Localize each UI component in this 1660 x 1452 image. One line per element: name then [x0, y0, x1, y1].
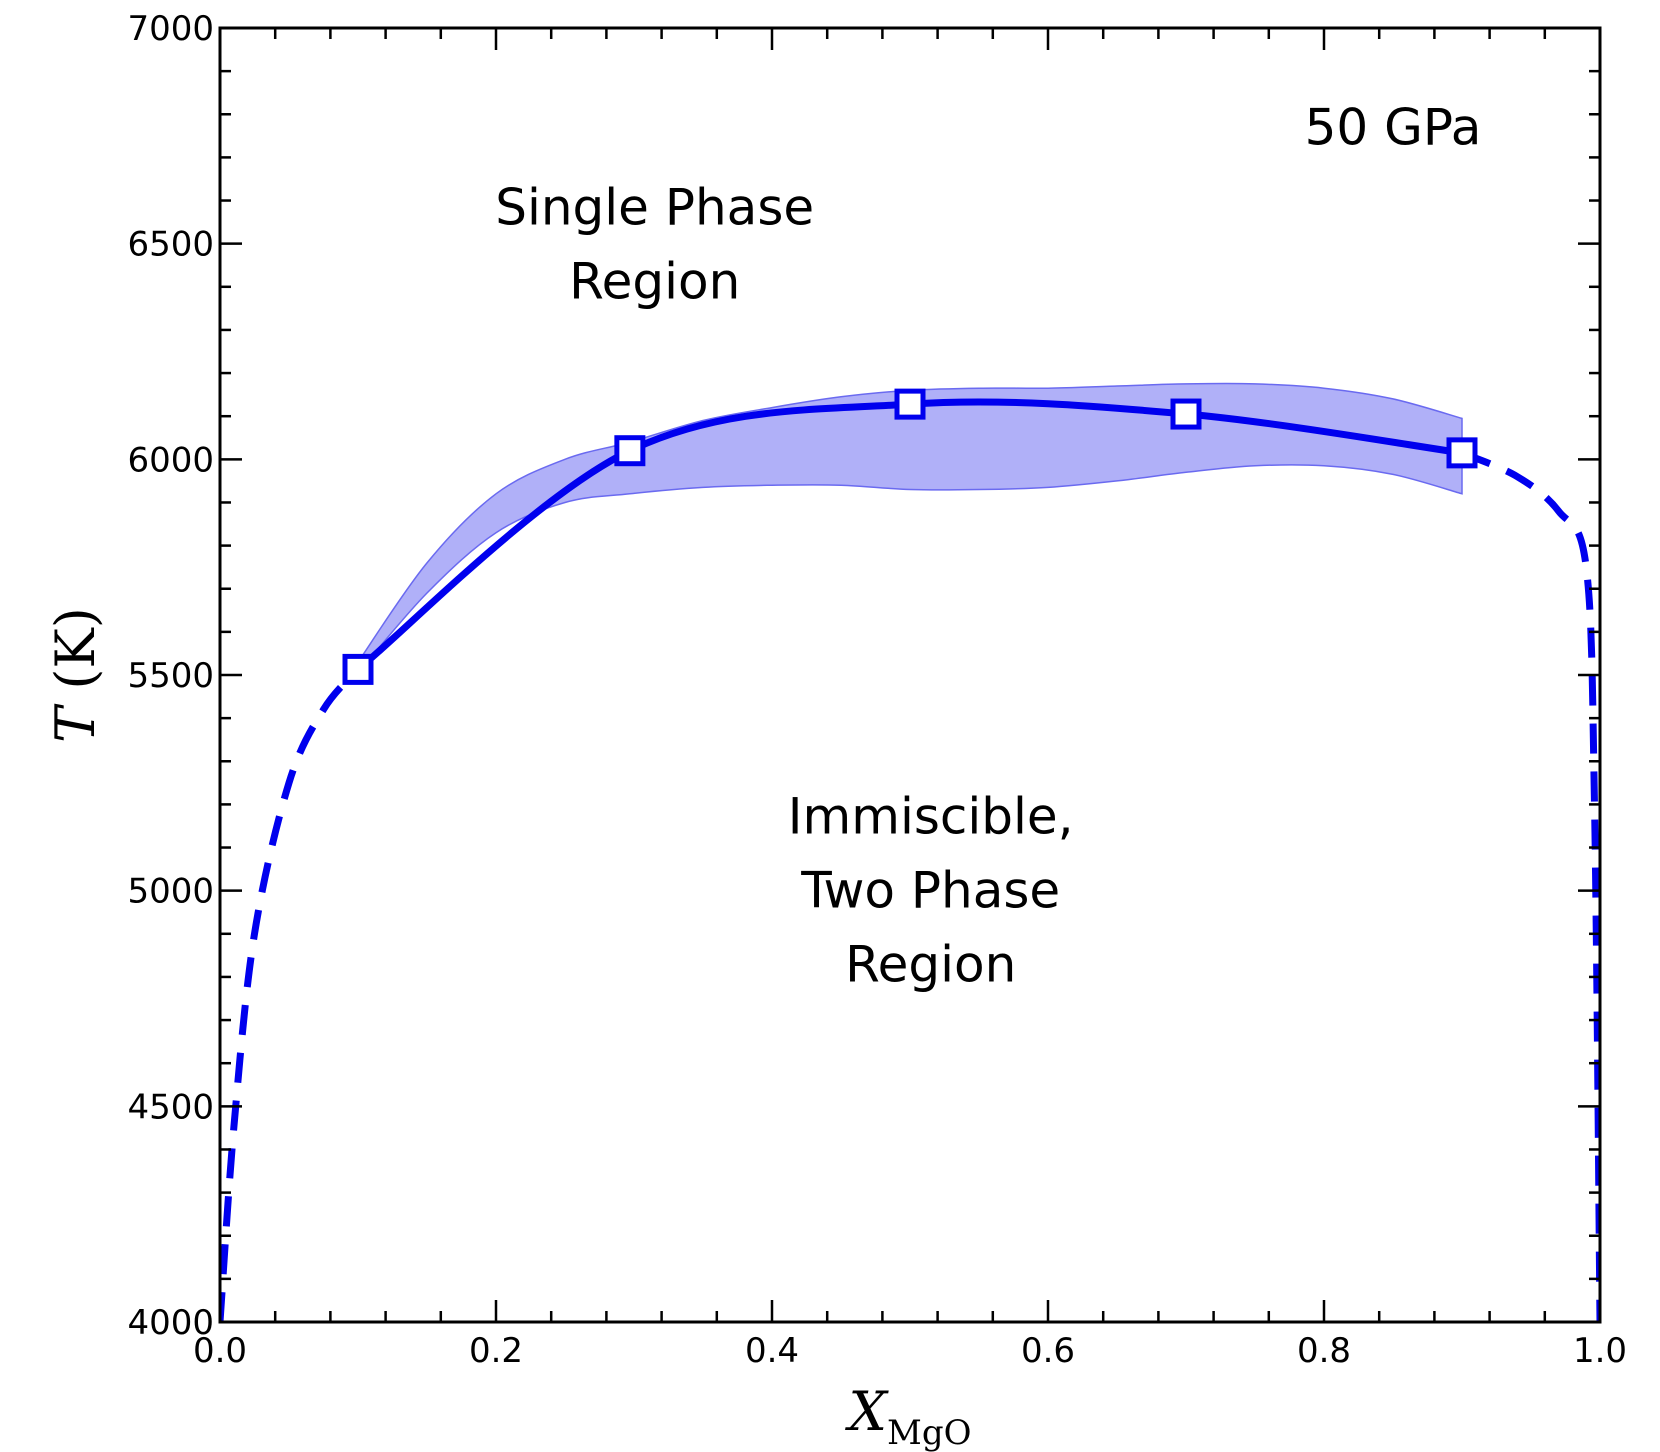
x-tick-label: 0.8: [1297, 1331, 1351, 1371]
annotation-line: Immiscible,: [788, 788, 1074, 846]
y-axis-title-unit: (K): [44, 607, 107, 689]
x-axis-title-subscript: MgO: [887, 1413, 971, 1452]
x-tick-label: 0.4: [745, 1331, 799, 1371]
data-point-marker: [894, 388, 926, 420]
x-tick-label: 0.2: [469, 1331, 523, 1371]
annotation-line: Single Phase: [495, 178, 814, 236]
x-tick-label: 0.0: [193, 1331, 247, 1371]
dashed-boundary-1: [220, 667, 361, 1322]
y-tick-label: 5500: [127, 656, 214, 696]
axis-ticks: [218, 26, 1602, 1324]
data-point-marker: [342, 653, 374, 685]
data-point-marker: [614, 435, 646, 467]
x-axis-title-main: X: [845, 1380, 890, 1443]
y-tick-label: 7000: [127, 9, 214, 49]
data-point-marker: [1446, 437, 1478, 469]
y-tick-label: 5000: [127, 872, 214, 912]
annotation-line: 50 GPa: [1305, 98, 1482, 156]
annotation-two-phase: Immiscible, Two Phase Region: [788, 788, 1074, 994]
y-tick-label: 6000: [127, 440, 214, 480]
y-axis-title-main: T: [44, 690, 107, 743]
annotations: 50 GPa Single Phase Region Immiscible, Two P…: [495, 98, 1481, 993]
data-markers: [342, 388, 1478, 685]
annotation-line: Region: [569, 252, 740, 310]
annotation-pressure: 50 GPa: [1305, 98, 1482, 156]
annotation-single: Single Phase Region: [495, 178, 814, 310]
x-axis-title: XMgO: [845, 1380, 972, 1452]
y-tick-label: 6500: [127, 225, 214, 265]
x-tick-label: 1.0: [1573, 1331, 1627, 1371]
data-point-marker: [1170, 398, 1202, 430]
plot-frame: [218, 26, 1602, 1324]
dashed-boundary-2: [1460, 449, 1600, 1322]
x-tick-label: 0.6: [1021, 1331, 1075, 1371]
y-axis-title: T (K): [44, 607, 107, 743]
annotation-line: Two Phase: [800, 862, 1060, 920]
y-tick-label: 4500: [127, 1087, 214, 1127]
axis-labels: 0.0 0.2 0.4 0.6 0.8 1.0 4000 4500 5000 5500 6000 65…: [44, 9, 1627, 1452]
y-tick-label: 4000: [127, 1303, 214, 1343]
annotation-line: Region: [845, 936, 1016, 994]
